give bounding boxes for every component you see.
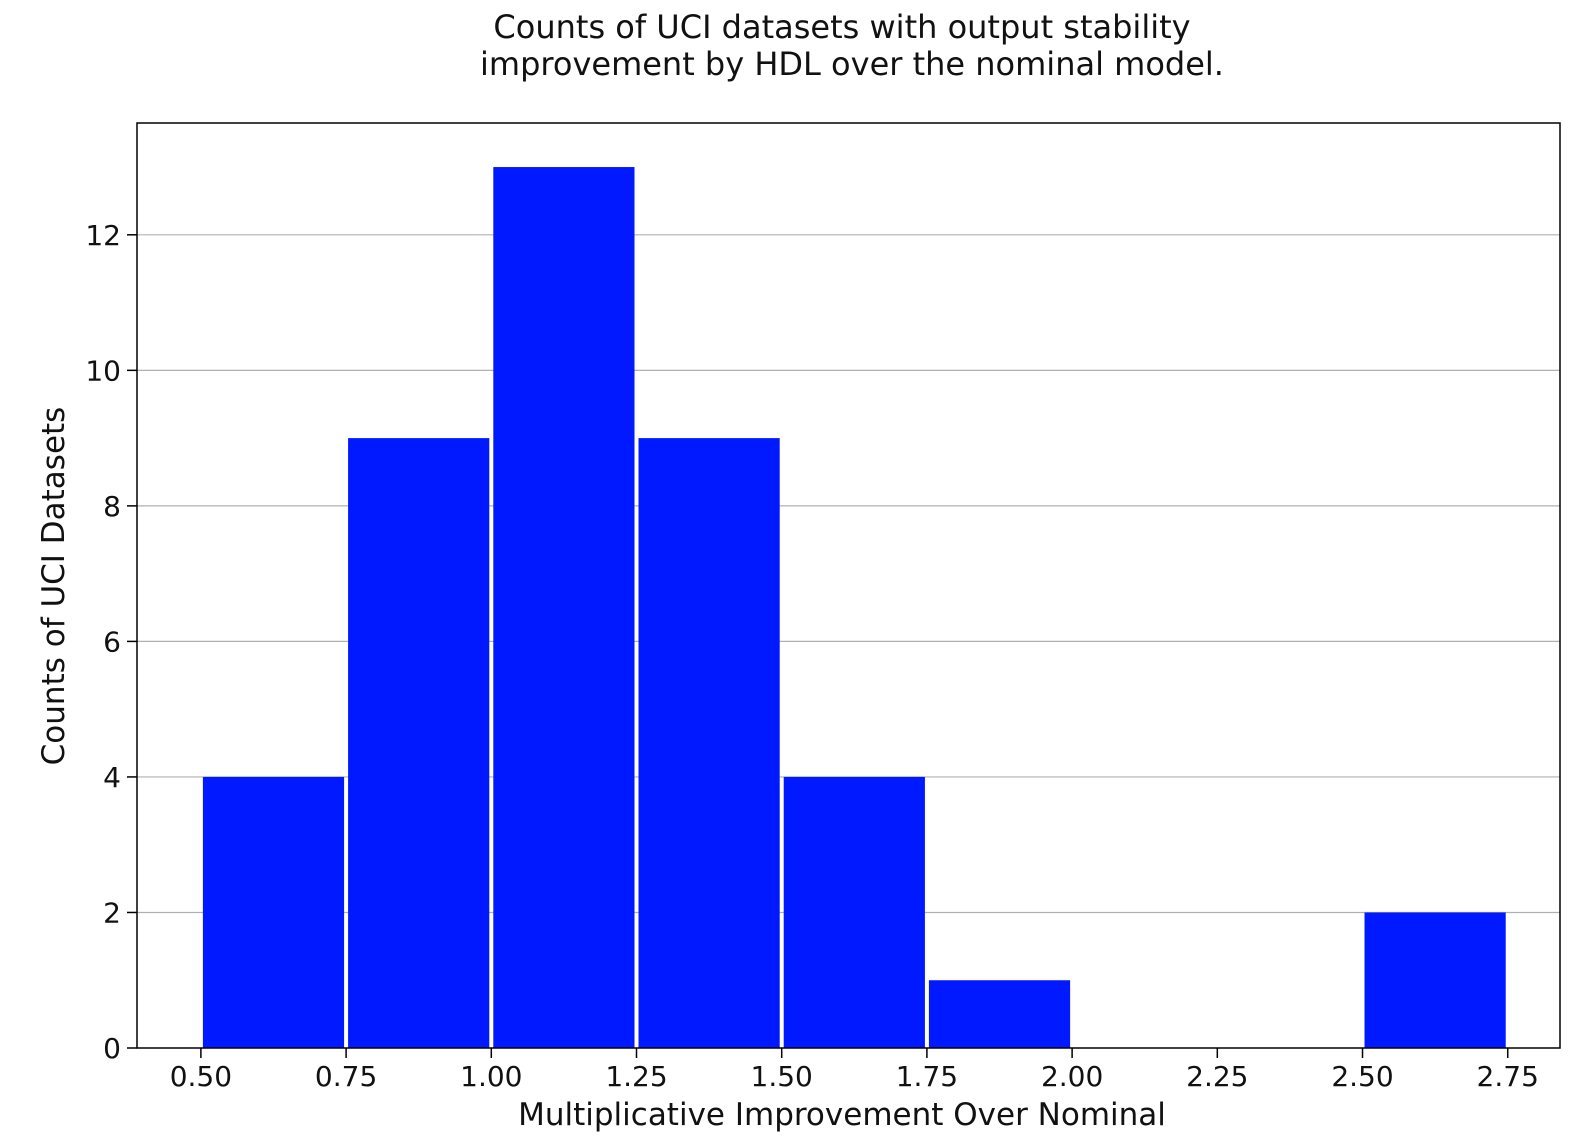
- y-tick-label: 4: [103, 761, 121, 794]
- x-axis-ticks: 0.50 0.75 1.00 1.25 1.50 1.75 2.00 2.25 2.50 2.75: [170, 1048, 1539, 1093]
- y-tick-label: 12: [85, 219, 121, 252]
- histogram-bar: [493, 167, 635, 1049]
- histogram-bars: [202, 167, 1506, 1049]
- y-tick-label: 6: [103, 625, 121, 658]
- x-tick-label: 0.50: [170, 1060, 232, 1093]
- x-tick-label: 1.00: [460, 1060, 522, 1093]
- y-tick-label: 2: [103, 896, 121, 929]
- x-tick-label: 1.75: [896, 1060, 958, 1093]
- y-tick-label: 8: [103, 490, 121, 523]
- histogram-bar: [202, 776, 345, 1048]
- x-tick-label: 2.50: [1331, 1060, 1393, 1093]
- x-tick-label: 2.75: [1477, 1060, 1539, 1093]
- chart-title-line-2: improvement by HDL over the nominal mode…: [480, 45, 1224, 83]
- histogram-bar: [1364, 912, 1506, 1048]
- chart-title-line-1: Counts of UCI datasets with output stabi…: [493, 8, 1190, 46]
- plot-frame: [136, 122, 1561, 1049]
- histogram-bar: [783, 776, 925, 1048]
- x-tick-label: 0.75: [315, 1060, 377, 1093]
- x-axis-label: Multiplicative Improvement Over Nominal: [518, 1097, 1166, 1133]
- x-tick-label: 1.50: [751, 1060, 813, 1093]
- y-tick-label: 10: [85, 354, 121, 387]
- y-axis-ticks: 0 2 4 6 8 10 12: [85, 219, 137, 1065]
- histogram-bar: [348, 438, 490, 1049]
- x-tick-label: 1.25: [605, 1060, 667, 1093]
- y-tick-label: 0: [103, 1032, 121, 1065]
- histogram-bar: [638, 438, 780, 1049]
- x-tick-label: 2.00: [1041, 1060, 1103, 1093]
- histogram-bar: [928, 980, 1071, 1048]
- y-axis-label: Counts of UCI Datasets: [36, 407, 72, 766]
- x-tick-label: 2.25: [1186, 1060, 1248, 1093]
